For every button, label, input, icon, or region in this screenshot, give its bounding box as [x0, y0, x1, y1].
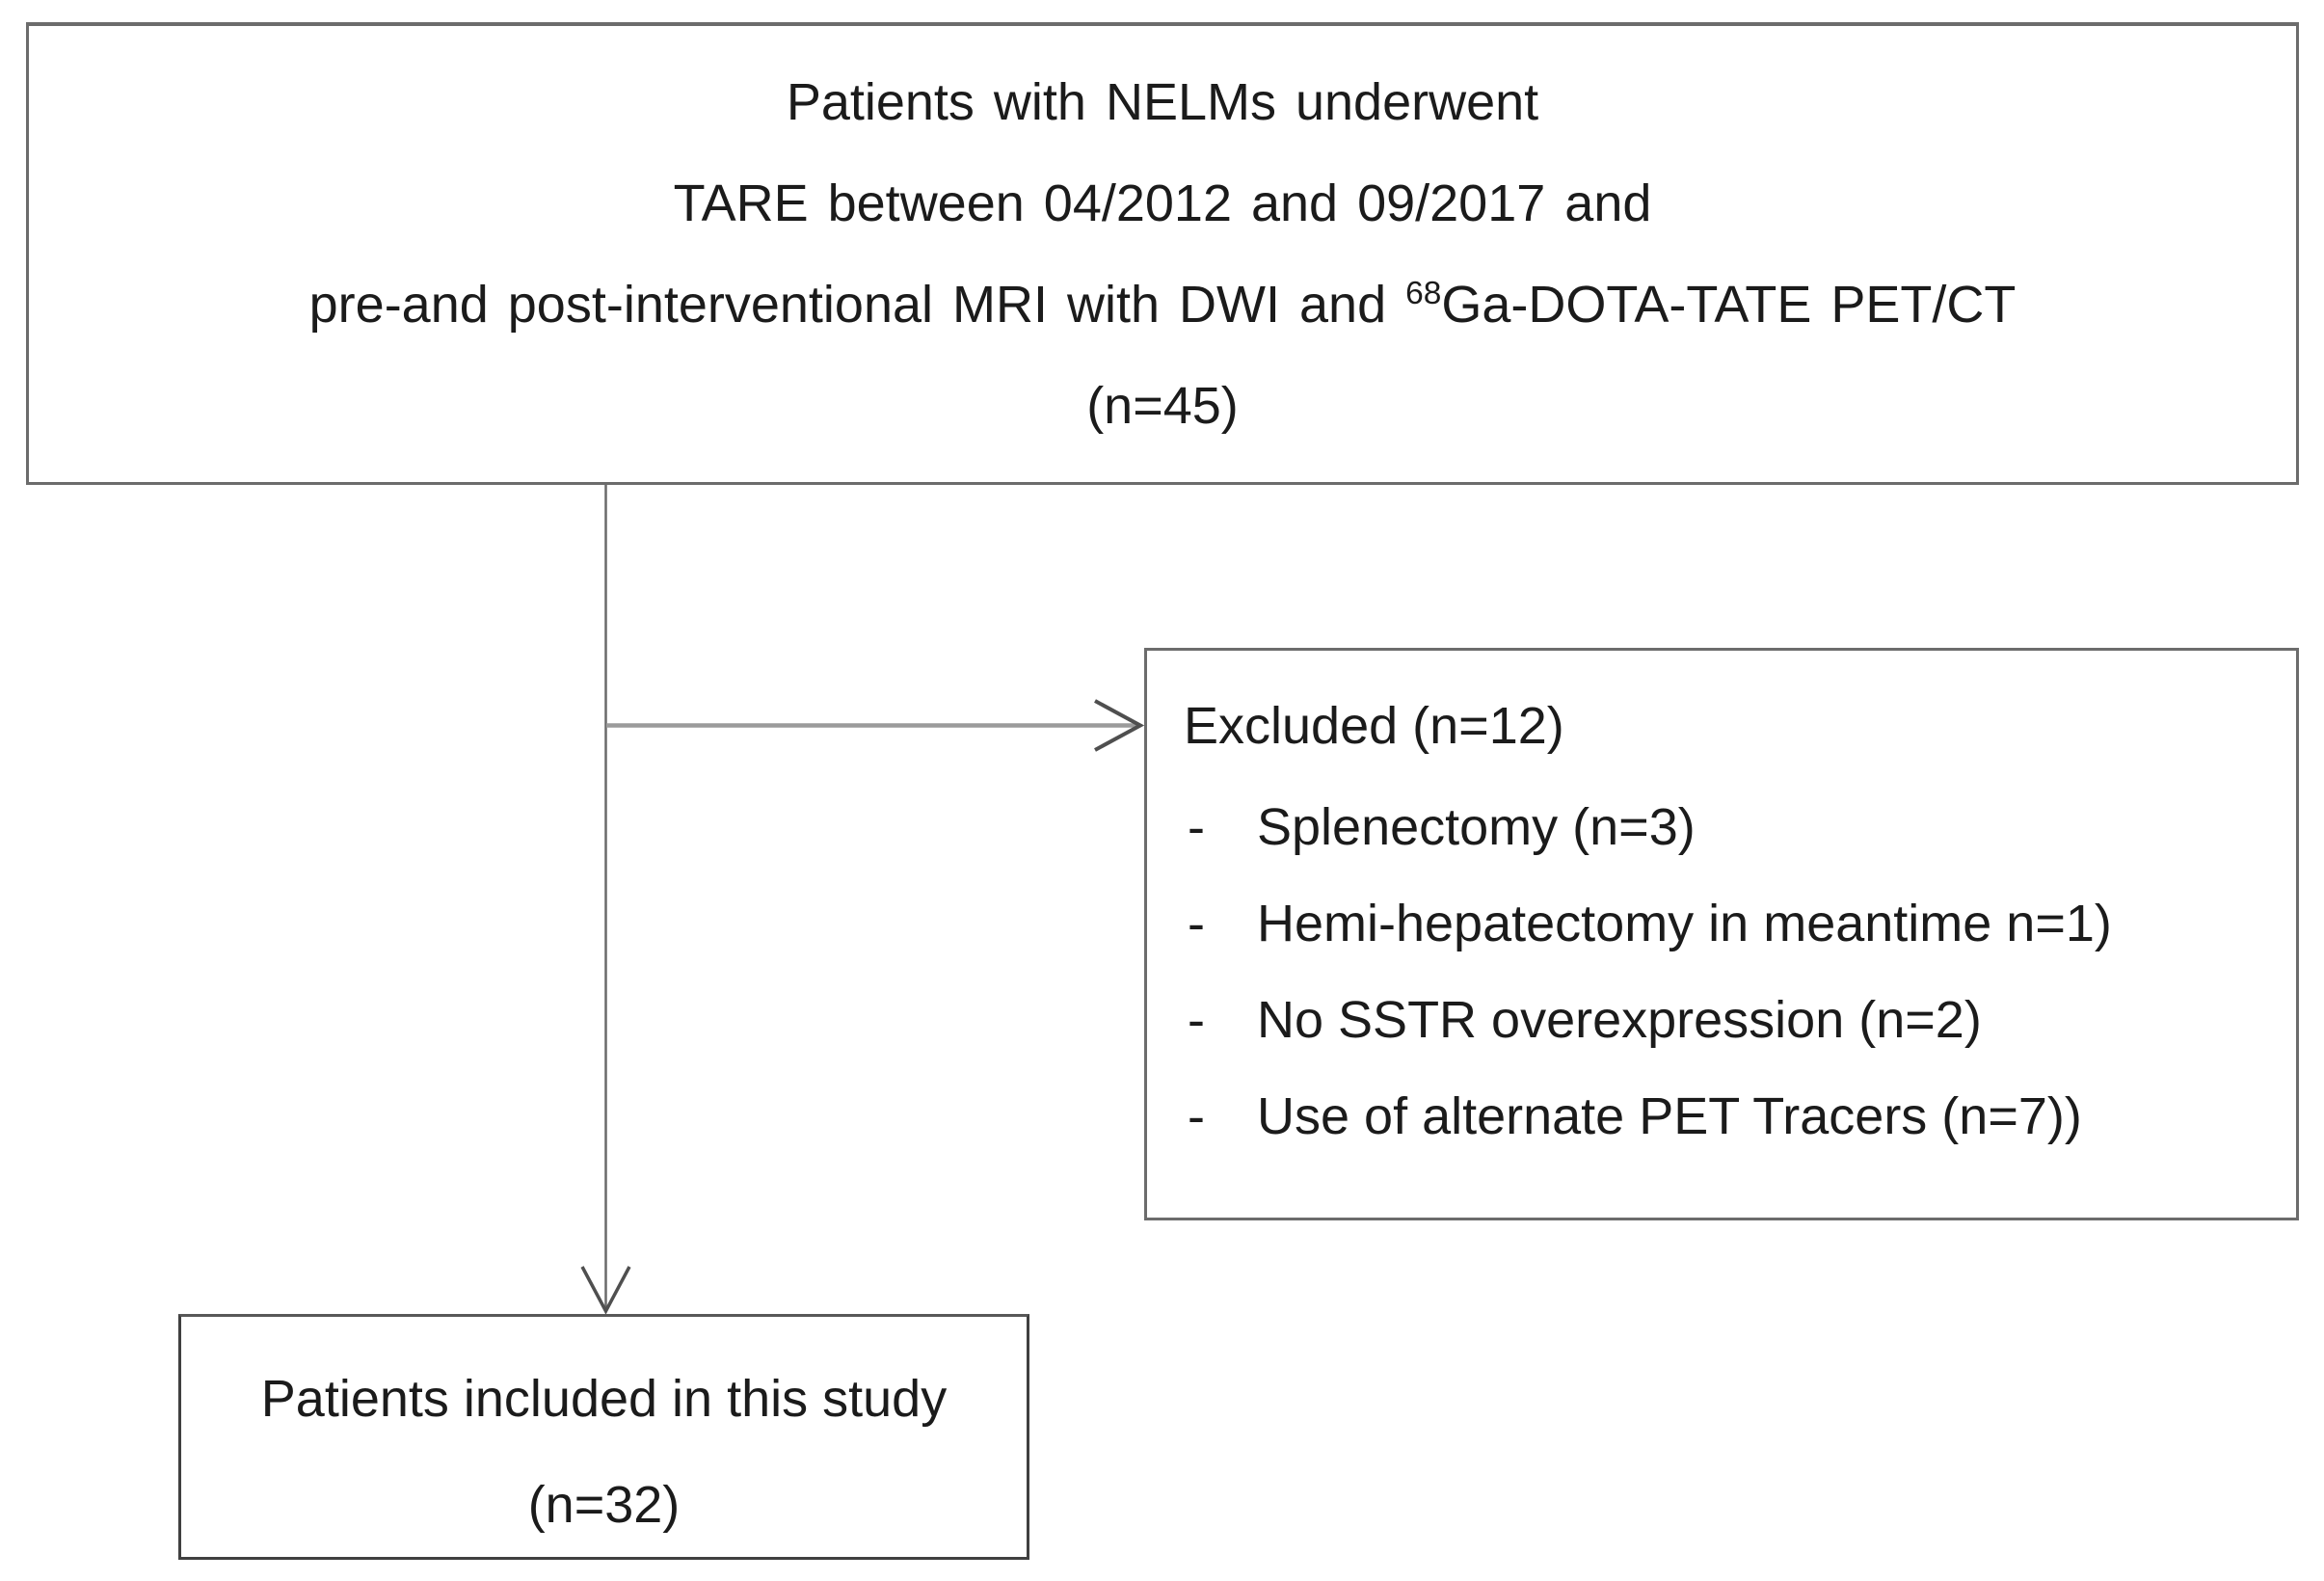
excluded-item-text: Hemi-hepatectomy in meantime n=1) [1257, 895, 2112, 952]
top-box-line-1: Patients with NELMs underwent [786, 72, 1539, 131]
top-box-line-2: TARE between 04/2012 and 09/2017 and [673, 174, 1652, 232]
box-included: Patients included in this study (n=32) [178, 1314, 1029, 1560]
excluded-item-bullet: - [1188, 895, 1205, 952]
box-eligible-patients: Patients with NELMs underwent TARE betwe… [26, 22, 2299, 485]
excluded-title: Excluded (n=12) [1184, 697, 1564, 755]
excluded-item-text: Splenectomy (n=3) [1257, 798, 1696, 856]
excluded-item: - Use of alternate PET Tracers (n=7)) [1184, 1068, 2277, 1165]
arrowhead-right-icon [1094, 699, 1145, 752]
excluded-item-text: No SSTR overexpression (n=2) [1257, 991, 1982, 1049]
excluded-item: - No SSTR overexpression (n=2) [1184, 972, 2277, 1068]
included-line-1: Patients included in this study [260, 1370, 948, 1428]
excluded-item-text: Use of alternate PET Tracers (n=7)) [1257, 1087, 2082, 1145]
excluded-item: - Hemi-hepatectomy in meantime n=1) [1184, 875, 2277, 972]
arrowhead-down-icon [580, 1266, 631, 1315]
included-count: (n=32) [527, 1476, 681, 1534]
box-excluded: Excluded (n=12) - Splenectomy (n=3) - He… [1144, 648, 2299, 1220]
top-box-count: (n=45) [1086, 376, 1239, 435]
top-box-line-3-post: Ga-DOTA-TATE PET/CT [1441, 275, 2017, 334]
excluded-item: - Splenectomy (n=3) [1184, 779, 2277, 875]
excluded-item-bullet: - [1188, 991, 1205, 1049]
isotope-superscript: 68 [1405, 275, 1442, 311]
top-box-line-3: pre-and post-interventional MRI with DWI… [29, 255, 2296, 356]
excluded-item-bullet: - [1188, 1087, 1205, 1145]
excluded-item-bullet: - [1188, 798, 1205, 856]
excluded-list: - Splenectomy (n=3) - Hemi-hepatectomy i… [1184, 779, 2277, 1165]
top-box-line-3-pre: pre-and post-interventional MRI with DWI… [308, 275, 1406, 334]
